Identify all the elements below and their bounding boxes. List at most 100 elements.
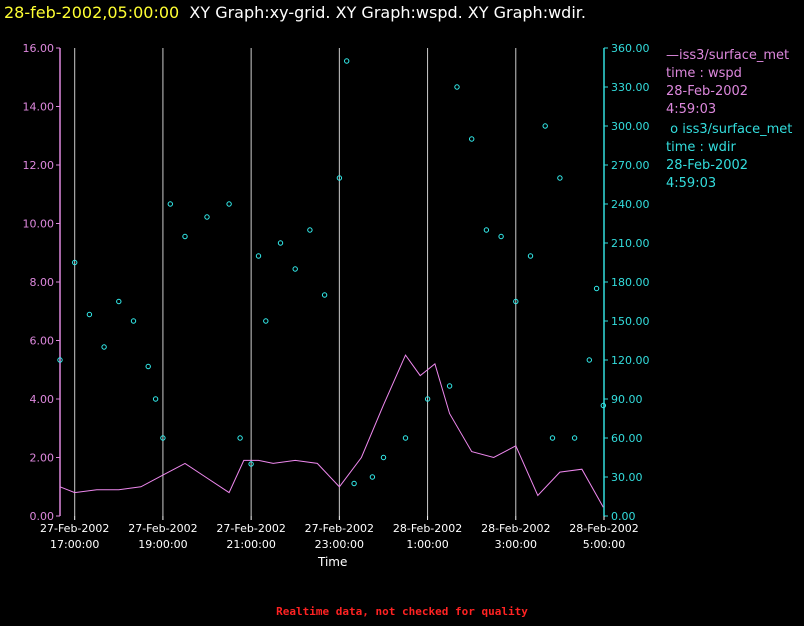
right-tick-label: 360.00 [611, 42, 650, 55]
legend-wdir-source: o iss3/surface_met [666, 122, 793, 137]
wdir-point [86, 311, 93, 318]
wdir-point [446, 383, 453, 389]
right-tick-label: 90.00 [611, 393, 643, 406]
wdir-point [454, 84, 460, 90]
x-tick-label-date: 28-Feb-2002 [393, 522, 462, 535]
x-tick-label-date: 27-Feb-2002 [40, 522, 109, 535]
graph-title: 28-feb-2002,05:00:00 XY Graph:xy-grid. X… [4, 3, 586, 22]
x-tick-label-date: 28-Feb-2002 [569, 522, 638, 535]
wdir-point [255, 253, 262, 259]
left-tick-label: 16.00 [23, 42, 55, 55]
vertical-grid [74, 48, 605, 516]
x-tick-label-date: 27-Feb-2002 [128, 522, 197, 535]
quality-notice: Realtime data, not checked for quality [276, 605, 528, 618]
wdir-point [226, 201, 232, 207]
wdir-point [182, 233, 188, 240]
wdir-point [307, 227, 313, 233]
wdir-point [204, 214, 210, 220]
legend-wspd: —iss3/surface_met time : wspd 28-Feb-200… [666, 47, 789, 119]
wdir-series [57, 58, 606, 487]
x-axis-time: 27-Feb-2002 17:00:00 27-Feb-2002 19:00:00 27… [40, 516, 639, 551]
wdir-point [248, 461, 254, 467]
line-swatch-icon: — [666, 48, 679, 63]
right-tick-label: 0.00 [611, 510, 636, 523]
left-tick-label: 8.00 [30, 276, 55, 289]
legend-wdir: o iss3/surface_met time : wdir 28-Feb-20… [666, 121, 792, 193]
wdir-point [351, 480, 357, 487]
graph-timestamp: 28-feb-2002,05:00:00 [4, 3, 180, 22]
wdir-point [402, 435, 409, 441]
wdir-point [483, 227, 490, 233]
wspd-line [59, 354, 604, 508]
legend-wdir-time: 4:59:03 [666, 176, 717, 191]
right-axis-wdir: 0.00 30.00 60.00 90.00 120.00 150.00 180.00 210… [603, 42, 650, 523]
wdir-point [145, 363, 151, 370]
legend-wspd-time: 4:59:03 [666, 102, 717, 117]
x-tick-label-time: 5:00:00 [583, 538, 625, 551]
x-tick-label-time: 1:00:00 [406, 538, 448, 551]
right-tick-label: 300.00 [611, 120, 650, 133]
left-axis-wspd: 0.00 2.00 4.00 6.00 8.00 10.00 12.00 14.00 16.00 [23, 42, 61, 523]
x-tick-label-date: 27-Feb-2002 [216, 522, 285, 535]
left-tick-label: 6.00 [30, 335, 55, 348]
wdir-point [424, 396, 431, 402]
x-tick-label-date: 28-Feb-2002 [481, 522, 550, 535]
right-tick-label: 180.00 [611, 276, 650, 289]
legend-wspd-date: 28-Feb-2002 [666, 84, 749, 99]
x-tick-label-time: 21:00:00 [226, 538, 275, 551]
right-tick-label: 210.00 [611, 237, 650, 250]
x-tick-label-time: 19:00:00 [138, 538, 187, 551]
wdir-point [600, 402, 606, 409]
right-tick-label: 150.00 [611, 315, 650, 328]
legend-wspd-source: —iss3/surface_met [666, 48, 790, 63]
left-tick-label: 2.00 [30, 452, 55, 465]
right-tick-label: 270.00 [611, 159, 650, 172]
wdir-point [542, 123, 548, 129]
x-tick-label-time: 17:00:00 [50, 538, 99, 551]
legend-wspd-var: time : wspd [666, 66, 742, 81]
legend-wdir-var: time : wdir [666, 140, 736, 155]
left-tick-label: 4.00 [30, 393, 55, 406]
wdir-point [321, 292, 328, 298]
wdir-point [167, 201, 174, 207]
wdir-point [277, 240, 284, 246]
wdir-point [130, 318, 137, 324]
wdir-point [152, 396, 159, 402]
wdir-point [571, 435, 578, 441]
graph-list: XY Graph:xy-grid. XY Graph:wspd. XY Grap… [189, 3, 586, 22]
wdir-point [336, 175, 343, 181]
x-tick-label-date: 27-Feb-2002 [305, 522, 374, 535]
wspd-series [59, 354, 604, 508]
wdir-point [344, 58, 350, 64]
left-tick-label: 10.00 [23, 218, 55, 231]
wdir-point [116, 298, 122, 305]
wdir-point [57, 357, 63, 363]
wdir-point [263, 318, 269, 324]
circle-marker-icon: o [666, 122, 683, 137]
x-axis-label: Time [318, 555, 348, 569]
right-tick-label: 60.00 [611, 432, 643, 445]
right-tick-label: 240.00 [611, 198, 650, 211]
x-tick-label-time: 3:00:00 [495, 538, 537, 551]
wdir-point [292, 266, 298, 272]
wdir-point [237, 435, 243, 441]
x-tick-label-time: 23:00:00 [315, 538, 364, 551]
wdir-point [380, 454, 387, 461]
wdir-point [557, 175, 563, 181]
wdir-point [160, 435, 166, 441]
wdir-point [498, 233, 504, 240]
wdir-point [469, 136, 475, 142]
wdir-point [101, 344, 107, 350]
left-tick-label: 0.00 [30, 510, 55, 523]
wdir-point [549, 435, 556, 441]
wdir-point [513, 298, 519, 305]
legend-wdir-date: 28-Feb-2002 [666, 158, 749, 173]
wdir-point [369, 474, 376, 480]
left-tick-label: 14.00 [23, 101, 55, 114]
right-tick-label: 30.00 [611, 471, 643, 484]
right-tick-label: 330.00 [611, 81, 650, 94]
wdir-point [586, 357, 592, 363]
left-tick-label: 12.00 [23, 159, 55, 172]
right-tick-label: 120.00 [611, 354, 650, 367]
